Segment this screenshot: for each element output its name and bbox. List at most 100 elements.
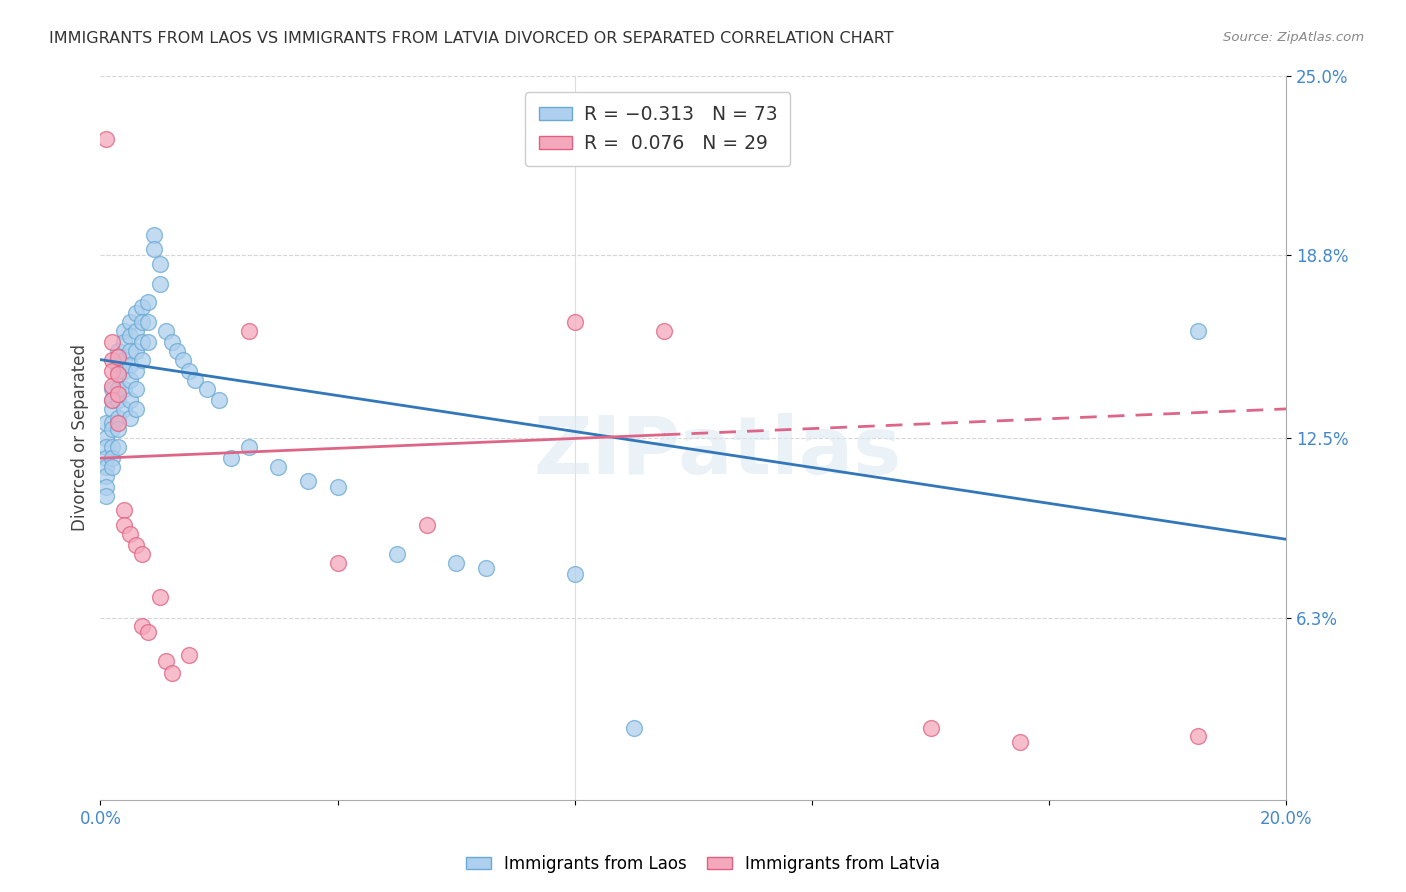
Point	[96, 132, 118, 146]
Point	[101, 422, 124, 436]
Point	[142, 227, 165, 242]
Point	[160, 335, 183, 350]
Point	[101, 459, 124, 474]
Legend: R = −0.313   N = 73, R =  0.076   N = 29: R = −0.313 N = 73, R = 0.076 N = 29	[526, 92, 790, 166]
Point	[326, 556, 349, 570]
Point	[125, 306, 148, 320]
Point	[149, 257, 172, 271]
Point	[184, 373, 207, 387]
Point	[172, 352, 194, 367]
Point	[101, 364, 124, 378]
Point	[96, 480, 118, 494]
Point	[101, 451, 124, 466]
Point	[118, 359, 141, 373]
Point	[1008, 735, 1031, 749]
Point	[101, 335, 124, 350]
Point	[101, 417, 124, 431]
Point	[96, 459, 118, 474]
Point	[107, 417, 129, 431]
Point	[179, 364, 201, 378]
Point	[142, 243, 165, 257]
Point	[101, 393, 124, 408]
Point	[101, 352, 124, 367]
Point	[118, 526, 141, 541]
Point	[125, 324, 148, 338]
Point	[101, 378, 124, 392]
Point	[96, 431, 118, 445]
Point	[125, 382, 148, 396]
Point	[118, 393, 141, 408]
Point	[96, 440, 118, 454]
Legend: Immigrants from Laos, Immigrants from Latvia: Immigrants from Laos, Immigrants from La…	[460, 848, 946, 880]
Point	[920, 721, 942, 735]
Point	[101, 440, 124, 454]
Point	[125, 538, 148, 552]
Point	[131, 619, 153, 633]
Point	[125, 343, 148, 358]
Point	[297, 475, 319, 489]
Point	[131, 547, 153, 561]
Point	[160, 665, 183, 680]
Point	[564, 315, 586, 329]
Point	[112, 503, 135, 517]
Point	[219, 451, 242, 466]
Point	[96, 417, 118, 431]
Point	[107, 350, 129, 364]
Point	[96, 489, 118, 503]
Point	[238, 440, 260, 454]
Point	[112, 335, 135, 350]
Text: IMMIGRANTS FROM LAOS VS IMMIGRANTS FROM LATVIA DIVORCED OR SEPARATED CORRELATION: IMMIGRANTS FROM LAOS VS IMMIGRANTS FROM …	[49, 31, 894, 46]
Point	[125, 401, 148, 416]
Point	[652, 324, 675, 338]
Point	[96, 468, 118, 483]
Point	[112, 352, 135, 367]
Point	[101, 382, 124, 396]
Point	[267, 459, 290, 474]
Point	[101, 401, 124, 416]
Point	[131, 352, 153, 367]
Point	[107, 364, 129, 378]
Point	[96, 451, 118, 466]
Point	[623, 721, 645, 735]
Point	[107, 410, 129, 425]
Point	[112, 517, 135, 532]
Point	[179, 648, 201, 663]
Point	[101, 393, 124, 408]
Point	[415, 517, 437, 532]
Point	[107, 367, 129, 381]
Point	[136, 625, 159, 640]
Point	[125, 364, 148, 378]
Point	[112, 364, 135, 378]
Point	[112, 324, 135, 338]
Point	[385, 547, 408, 561]
Point	[136, 335, 159, 350]
Point	[107, 440, 129, 454]
Point	[149, 277, 172, 292]
Point	[107, 422, 129, 436]
Point	[131, 315, 153, 329]
Point	[107, 359, 129, 373]
Point	[444, 556, 467, 570]
Point	[136, 294, 159, 309]
Point	[118, 373, 141, 387]
Point	[475, 561, 498, 575]
Point	[112, 401, 135, 416]
Point	[118, 315, 141, 329]
Point	[118, 329, 141, 343]
Point	[149, 591, 172, 605]
Text: ZIPatlas: ZIPatlas	[533, 413, 901, 491]
Point	[326, 480, 349, 494]
Point	[155, 324, 177, 338]
Point	[564, 567, 586, 582]
Point	[107, 343, 129, 358]
Y-axis label: Divorced or Separated: Divorced or Separated	[72, 344, 89, 532]
Point	[107, 382, 129, 396]
Point	[208, 393, 231, 408]
Point	[131, 335, 153, 350]
Point	[1187, 730, 1209, 744]
Point	[195, 382, 218, 396]
Text: Source: ZipAtlas.com: Source: ZipAtlas.com	[1223, 31, 1364, 45]
Point	[1187, 324, 1209, 338]
Point	[118, 410, 141, 425]
Point	[136, 315, 159, 329]
